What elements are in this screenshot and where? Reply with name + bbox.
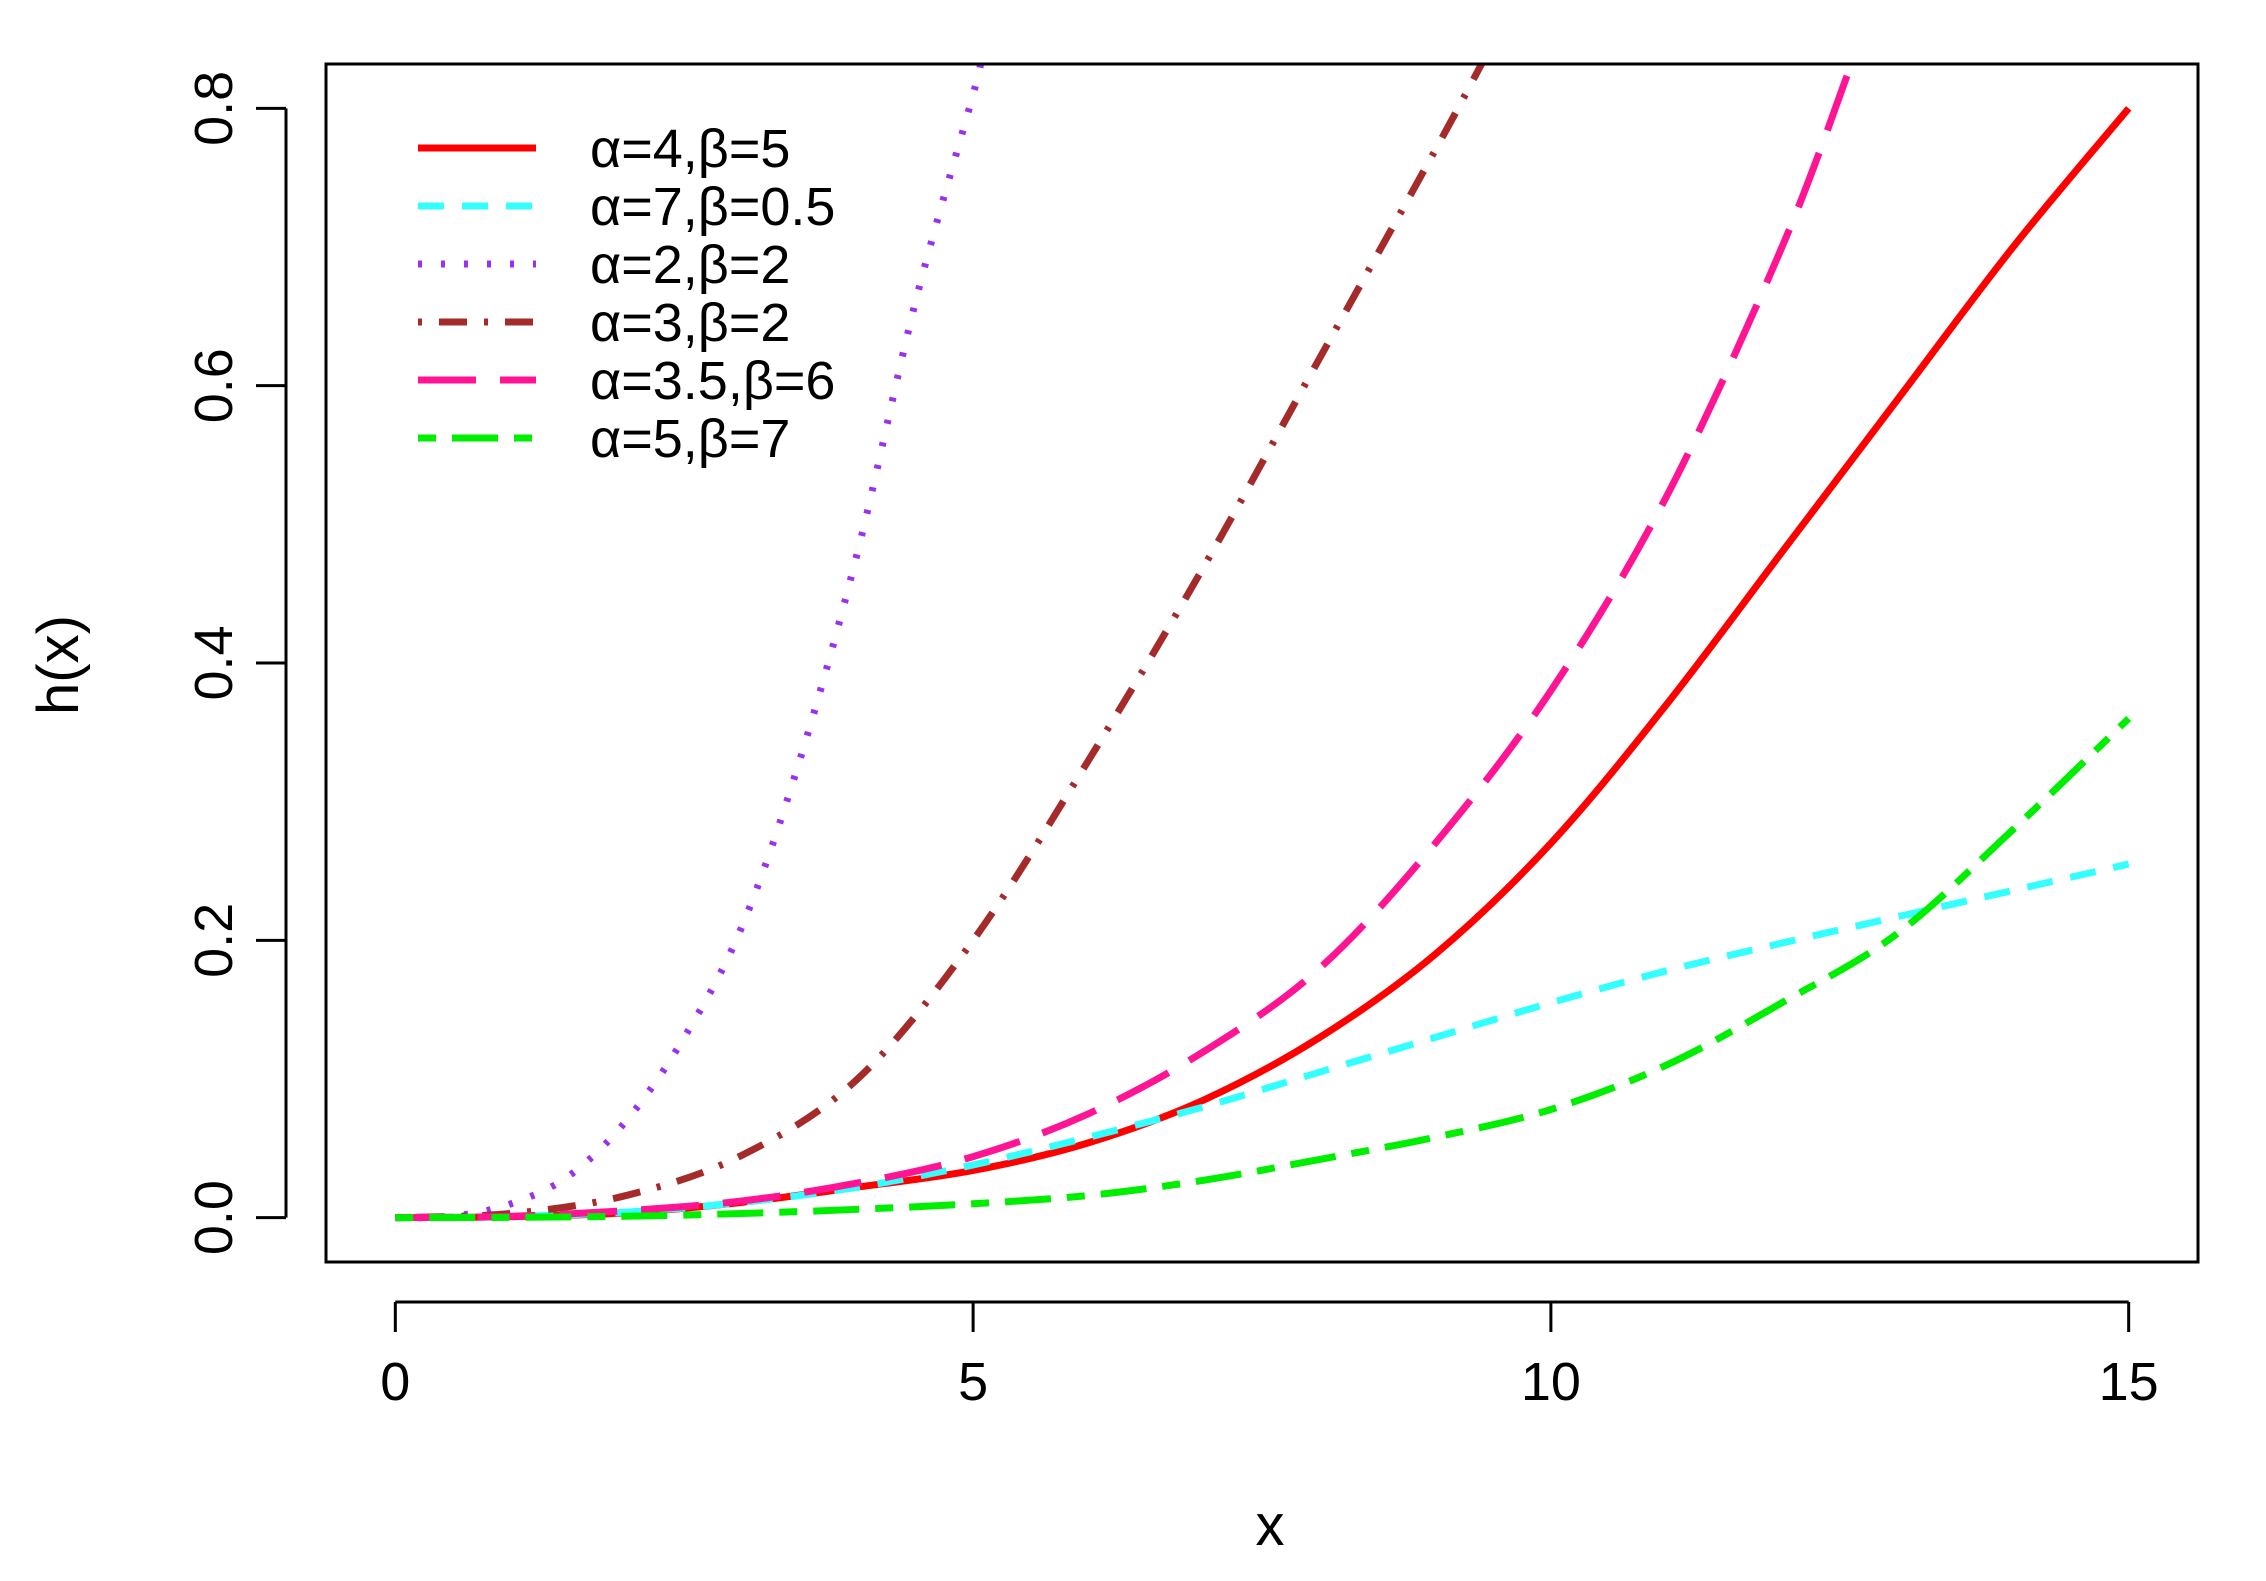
x-tick-label-1: 5	[958, 1352, 988, 1412]
series-line-4	[395, 64, 1485, 1222]
axes-layer: 0 5 10 15 0.0 0.2 0.4 0.6 0.8	[184, 62, 2200, 1412]
x-tick-label-2: 10	[1521, 1352, 1581, 1412]
legend-label-3: α=2,β=2	[590, 235, 790, 295]
x-axis-title: x	[1256, 1493, 1285, 1558]
legend-label-1: α=4,β=5	[590, 119, 790, 179]
legend: α=4,β=5α=7,β=0.5α=2,β=2α=3,β=2α=3.5,β=6α…	[418, 119, 835, 469]
plot-frame	[324, 62, 2200, 1264]
x-tick-label-3: 15	[2099, 1352, 2159, 1412]
legend-label-5: α=3.5,β=6	[590, 351, 835, 411]
y-tick-label-1: 0.2	[184, 903, 244, 978]
x-tick-label-0: 0	[380, 1352, 410, 1412]
series-line-5	[395, 64, 1855, 1222]
y-axis-title: h(x)	[26, 615, 91, 715]
legend-label-2: α=7,β=0.5	[590, 177, 835, 237]
legend-label-4: α=3,β=2	[590, 293, 790, 353]
legend-label-6: α=5,β=7	[590, 409, 790, 469]
series-line-6	[395, 715, 2132, 1222]
y-tick-label-0: 0.0	[184, 1180, 244, 1255]
y-tick-label-3: 0.6	[184, 348, 244, 423]
y-tick-label-2: 0.4	[184, 625, 244, 700]
series-line-2	[395, 860, 2130, 1222]
y-tick-label-4: 0.8	[184, 71, 244, 146]
series-layer	[395, 64, 2132, 1222]
